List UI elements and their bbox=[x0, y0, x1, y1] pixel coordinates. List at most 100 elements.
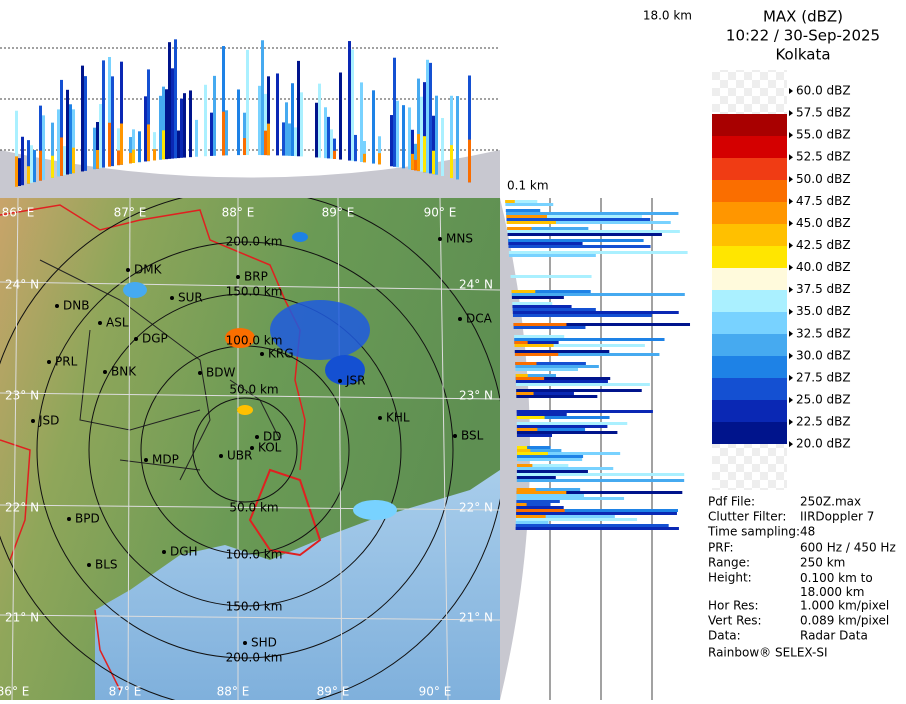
profile-row bbox=[516, 479, 685, 482]
profile-column bbox=[171, 68, 174, 159]
profile-row bbox=[508, 251, 688, 254]
profile-core bbox=[267, 123, 270, 156]
city-label: PRL bbox=[55, 355, 78, 369]
profile-core bbox=[506, 221, 556, 224]
profile-core bbox=[423, 136, 426, 173]
profile-core bbox=[417, 134, 420, 172]
profile-column bbox=[27, 140, 30, 184]
profile-core bbox=[515, 362, 537, 365]
profile-core bbox=[333, 150, 336, 159]
profile-column bbox=[348, 41, 351, 161]
profile-row bbox=[516, 413, 567, 416]
profile-row bbox=[516, 509, 678, 512]
legend-tick bbox=[789, 176, 793, 183]
profile-core bbox=[516, 509, 565, 512]
profile-row bbox=[507, 233, 662, 236]
profile-row bbox=[517, 449, 562, 452]
info-key: Hor Res: bbox=[708, 599, 759, 613]
info-value: 600 Hz / 450 Hz bbox=[800, 541, 896, 555]
info-value: IIRDoppler 7 bbox=[800, 510, 874, 524]
profile-column bbox=[222, 46, 225, 156]
profile-column bbox=[174, 39, 177, 159]
profile-column bbox=[285, 102, 288, 156]
profile-row bbox=[516, 452, 621, 455]
legend-tick bbox=[789, 220, 793, 227]
city-label: MNS bbox=[446, 232, 473, 246]
profile-column bbox=[132, 129, 135, 164]
legend-tick bbox=[789, 352, 793, 359]
city-dot bbox=[338, 379, 342, 383]
city-label: BSL bbox=[461, 429, 484, 443]
city-label: DMK bbox=[134, 263, 163, 277]
profile-core bbox=[515, 515, 546, 518]
profile-row bbox=[512, 302, 553, 305]
profile-column bbox=[66, 89, 69, 175]
profile-column bbox=[363, 141, 366, 163]
city-dot bbox=[255, 435, 259, 439]
profile-column bbox=[300, 92, 303, 157]
profile-row bbox=[516, 506, 564, 509]
profile-row bbox=[514, 341, 559, 344]
range-label: 50.0 km bbox=[229, 501, 278, 515]
profile-core bbox=[153, 149, 156, 161]
profile-column bbox=[354, 134, 357, 162]
profile-column bbox=[210, 112, 213, 156]
profile-column bbox=[243, 112, 246, 156]
lon-label: 88° E bbox=[217, 685, 250, 699]
profile-row bbox=[514, 335, 565, 338]
legend-label: 52.5 dBZ bbox=[796, 150, 851, 164]
city-label: BDW bbox=[206, 366, 235, 380]
profile-column bbox=[441, 117, 444, 177]
profile-core bbox=[363, 153, 366, 163]
profile-row bbox=[516, 446, 551, 449]
profile-row bbox=[516, 422, 628, 425]
range-label: 150.0 km bbox=[226, 285, 283, 299]
profile-core bbox=[222, 111, 225, 156]
profile-column bbox=[402, 105, 405, 169]
city-dot bbox=[198, 371, 202, 375]
profile-core bbox=[516, 503, 527, 506]
profile-core bbox=[514, 344, 554, 347]
lat-label: 21° N bbox=[459, 611, 493, 625]
profile-row bbox=[516, 416, 610, 419]
profile-column bbox=[111, 76, 114, 167]
profile-column bbox=[60, 79, 63, 176]
profile-column bbox=[81, 65, 84, 172]
range-label: 50.0 km bbox=[229, 383, 278, 397]
profile-core bbox=[117, 150, 120, 166]
profile-row bbox=[508, 239, 644, 242]
legend-swatch bbox=[712, 422, 787, 444]
profile-row bbox=[516, 410, 653, 413]
profile-row bbox=[516, 428, 586, 431]
legend-nodata bbox=[712, 444, 787, 490]
info-value: 250Z.max bbox=[800, 495, 861, 509]
profile-row bbox=[514, 338, 665, 341]
profile-core bbox=[15, 156, 18, 187]
legend-tick bbox=[789, 132, 793, 139]
profile-row bbox=[515, 383, 650, 386]
height-label: 0.1 km bbox=[507, 179, 549, 193]
profile-row bbox=[510, 275, 592, 278]
city-label: JSR bbox=[345, 374, 366, 388]
profile-column bbox=[276, 73, 279, 156]
profile-core bbox=[513, 323, 567, 326]
city-dot bbox=[55, 304, 59, 308]
profile-column bbox=[117, 128, 120, 166]
info-key: Range: bbox=[708, 556, 750, 570]
legend-label: 22.5 dBZ bbox=[796, 415, 851, 429]
map: 86° E 86° E 87° E 87° E 88° E 88° E 89° E 89° E… bbox=[0, 198, 500, 700]
profile-column bbox=[333, 138, 336, 159]
profile-row bbox=[507, 230, 680, 233]
profile-row bbox=[506, 212, 679, 215]
legend-label: 32.5 dBZ bbox=[796, 326, 851, 340]
legend-swatch bbox=[712, 202, 787, 224]
profile-column bbox=[204, 84, 207, 157]
legend-tick bbox=[789, 374, 793, 381]
legend-label: 42.5 dBZ bbox=[796, 238, 851, 252]
profile-column bbox=[21, 136, 24, 186]
lat-label: 22° N bbox=[5, 501, 39, 515]
profile-row bbox=[516, 395, 598, 398]
profile-core bbox=[516, 452, 548, 455]
profile-column bbox=[30, 145, 33, 183]
profile-core bbox=[120, 123, 123, 165]
